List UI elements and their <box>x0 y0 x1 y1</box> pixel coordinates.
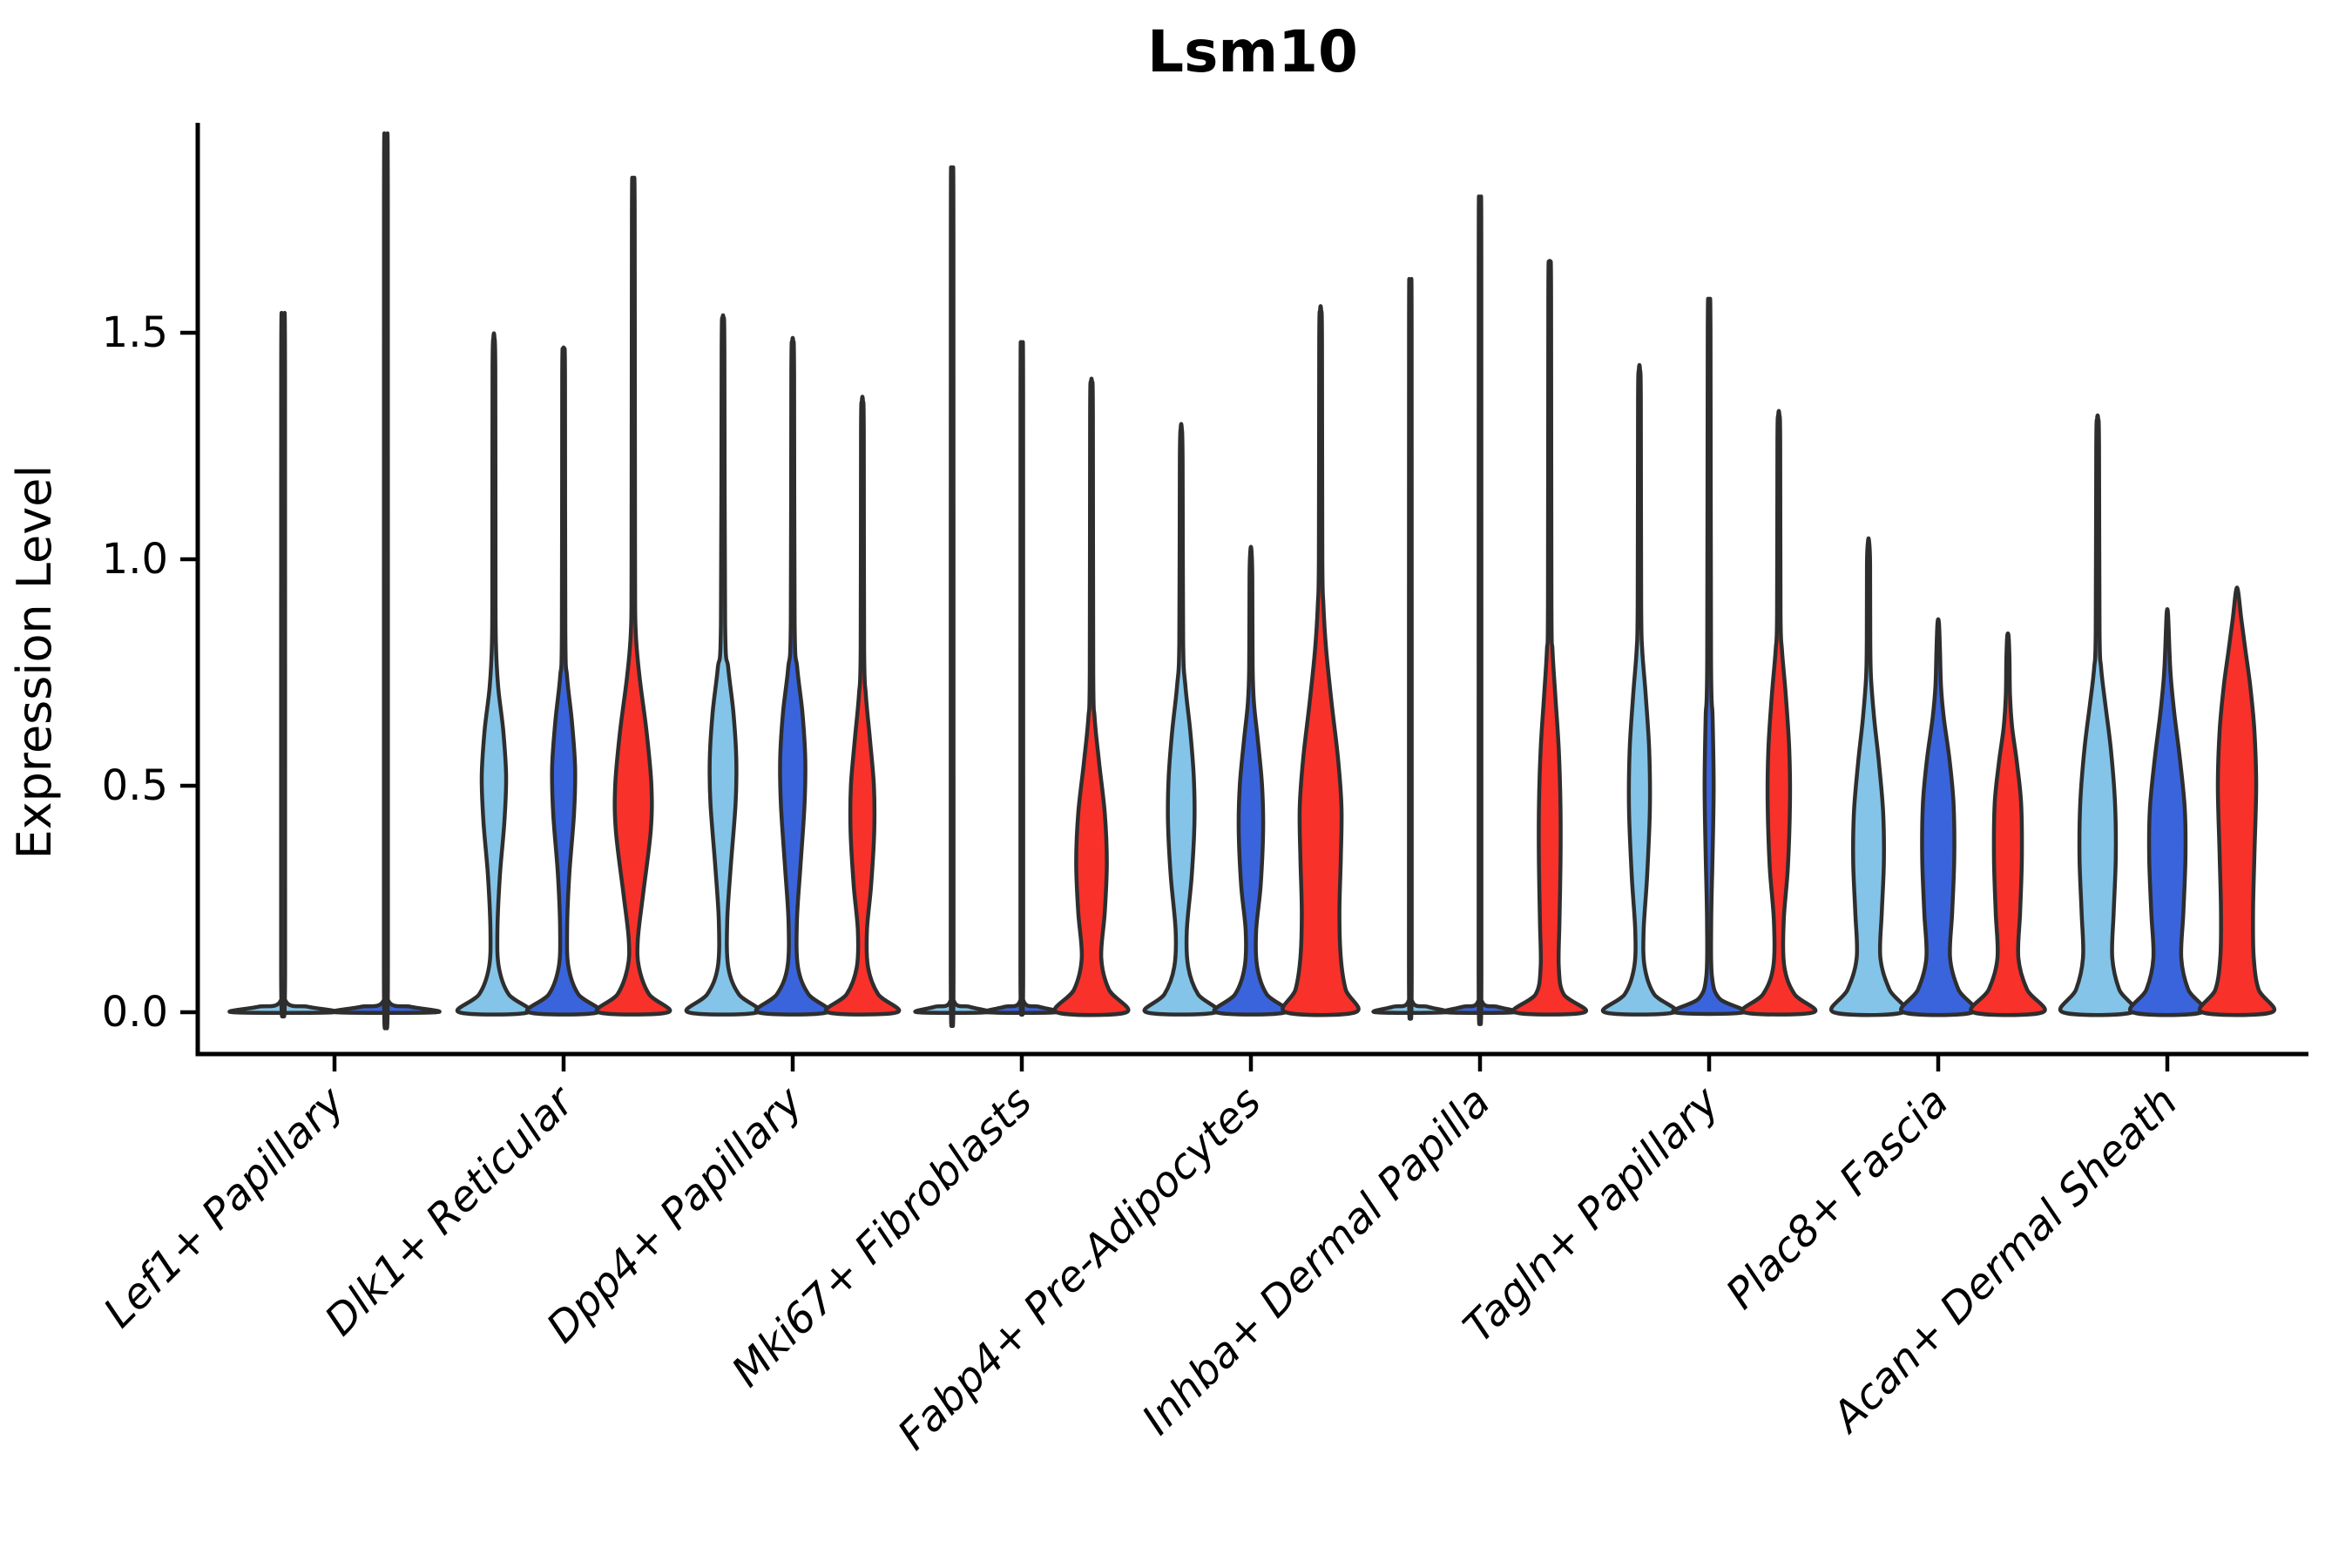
y-axis-label: Expression Level <box>7 465 62 860</box>
violin-mki67-fibroblasts-royalblue <box>983 340 1061 1017</box>
violin-fabp4-pre-adipocytes-royalblue <box>1212 544 1290 1017</box>
violin-inhba-dermal-papilla-skyblue <box>1371 276 1450 1021</box>
violin-tagln-papillary-royalblue <box>1671 296 1747 1017</box>
violin-acan-dermal-sheath-red <box>2198 585 2276 1017</box>
violin-dpp4-papillary-red <box>823 395 902 1017</box>
x-tick-label-fabp4-pre-adipocytes: Fabp4+ Pre-Adipocytes <box>889 1078 1271 1460</box>
violin-dpp4-papillary-skyblue <box>684 313 762 1017</box>
y-tick-label: 1.5 <box>102 308 168 357</box>
violin-acan-dermal-sheath-skyblue <box>2058 413 2137 1017</box>
chart-title: Lsm10 <box>1147 18 1358 85</box>
y-tick-label: 0.5 <box>102 761 168 810</box>
violin-mki67-fibroblasts-red <box>1052 376 1131 1017</box>
violin-mki67-fibroblasts-skyblue <box>913 165 991 1029</box>
y-tick-label: 0.0 <box>102 988 168 1037</box>
x-tick-label-tagln-papillary: Tagln+ Papillary <box>1454 1077 1729 1352</box>
violin-lef1-papillary-skyblue <box>227 311 339 1018</box>
violin-fabp4-pre-adipocytes-red <box>1281 304 1361 1017</box>
violin-dpp4-papillary-royalblue <box>754 335 832 1017</box>
violin-fabp4-pre-adipocytes-skyblue <box>1142 422 1220 1017</box>
violin-dlk1-reticular-royalblue <box>524 345 603 1017</box>
violin-plac8-fascia-royalblue <box>1899 617 1977 1017</box>
x-tick-label-dpp4-papillary: Dpp4+ Papillary <box>537 1077 813 1352</box>
violin-plac8-fascia-red <box>1969 631 2047 1017</box>
violin-acan-dermal-sheath-royalblue <box>2128 606 2207 1017</box>
violin-lef1-papillary-royalblue <box>330 131 442 1031</box>
x-tick-label-dlk1-reticular: Dlk1+ Reticular <box>315 1076 585 1346</box>
violin-dlk1-reticular-skyblue <box>455 331 533 1017</box>
violin-inhba-dermal-papilla-royalblue <box>1441 194 1519 1026</box>
x-tick-label-plac8-fascia: Plac8+ Fascia <box>1717 1078 1958 1319</box>
violin-tagln-papillary-skyblue <box>1600 362 1679 1017</box>
y-tick-label: 1.0 <box>102 535 168 584</box>
violin-plac8-fascia-skyblue <box>1829 536 1908 1017</box>
x-tick-label-lef1-papillary: Lef1+ Papillary <box>94 1077 355 1337</box>
violins-layer <box>227 131 2276 1031</box>
violin-dlk1-reticular-red <box>594 175 672 1017</box>
violin-tagln-papillary-red <box>1740 409 1818 1017</box>
axes-layer <box>180 123 2308 1071</box>
violin-inhba-dermal-papilla-red <box>1511 259 1589 1017</box>
